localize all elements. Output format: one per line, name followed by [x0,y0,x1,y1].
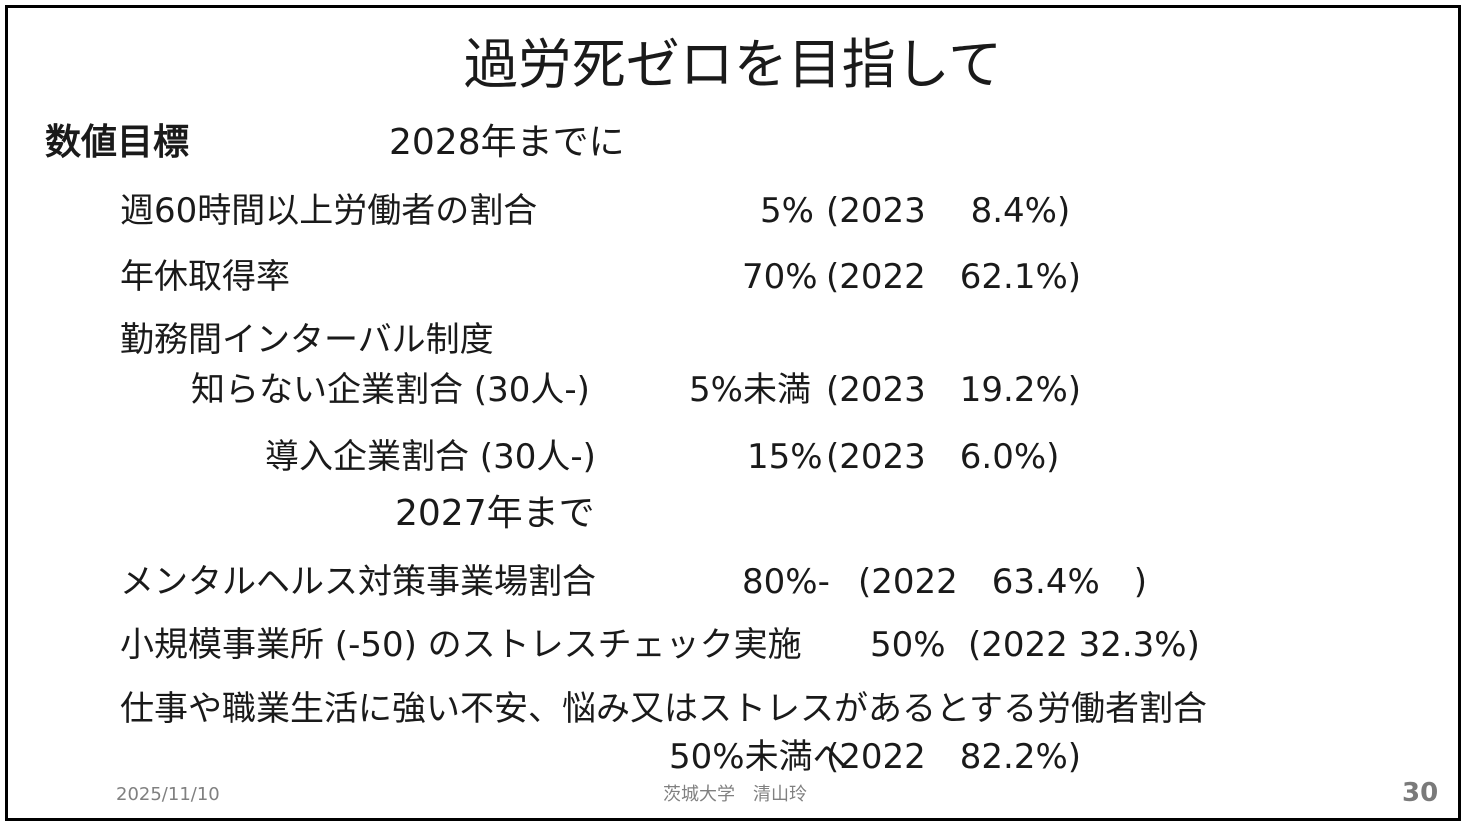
row-label-unaware-companies: 知らない企業割合 (30人-) [191,370,590,410]
row-target-annual-leave: 70% [742,257,818,297]
row-baseline-long-hours: (2023 8.4%) [826,191,1071,231]
footer-date: 2025/11/10 [116,784,220,805]
deadline-2028: 2028年までに [389,122,625,163]
row-target-work-stress: 50%未満へ [669,737,847,777]
row-target-long-hours: 5% [760,191,814,231]
row-label-annual-leave: 年休取得率 [120,257,290,297]
row-label-long-hours: 週60時間以上労働者の割合 [120,191,538,231]
slide: 過労死ゼロを目指して 数値目標 2028年までに 週60時間以上労働者の割合 5… [5,5,1461,821]
slide-title: 過労死ゼロを目指して [463,33,1003,96]
row-baseline-stress-check: (2022 32.3%) [968,625,1200,665]
row-label-interval-system: 勤務間インターバル制度 [120,320,494,360]
row-baseline-unaware-companies: (2023 19.2%) [826,370,1082,410]
target-heading: 数値目標 [45,122,190,163]
row-baseline-adopting-companies: (2023 6.0%) [826,437,1060,477]
page-number: 30 [1402,778,1439,808]
row-label-mental-health: メンタルヘルス対策事業場割合 [120,562,596,602]
row-label-adopting-companies: 導入企業割合 (30人-) [265,437,596,477]
row-target-adopting-companies: 15% [747,437,823,477]
row-target-stress-check: 50% [870,625,946,665]
deadline-2027: 2027年まで [395,493,595,534]
row-baseline-mental-health: (2022 63.4% ) [858,562,1148,602]
row-baseline-annual-leave: (2022 62.1%) [826,257,1082,297]
row-target-unaware-companies: 5%未満 [689,370,811,410]
row-baseline-work-stress: (2022 82.2%) [826,737,1082,777]
row-label-stress-check: 小規模事業所 (-50) のストレスチェック実施 [120,625,802,665]
footer-author: 茨城大学 清山玲 [663,784,807,805]
row-target-mental-health: 80%- [742,562,830,602]
row-label-work-stress: 仕事や職業生活に強い不安、悩み又はストレスがあるとする労働者割合 [120,689,1207,729]
